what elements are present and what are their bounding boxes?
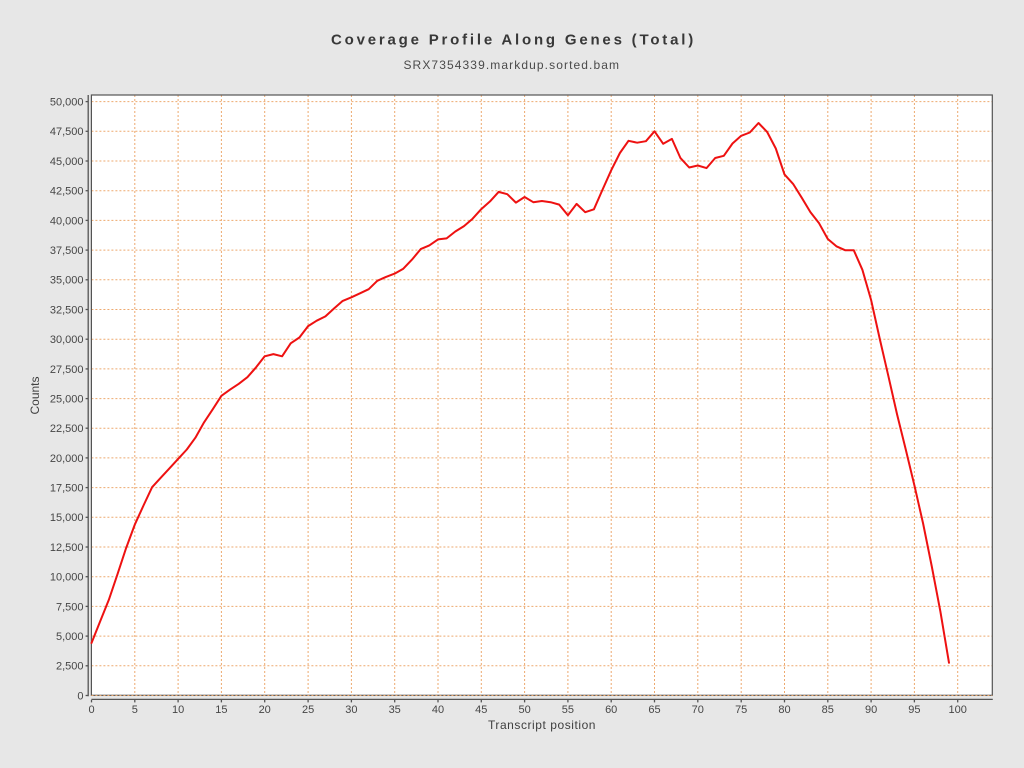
svg-text:15: 15 [215, 704, 227, 716]
svg-text:Transcript position: Transcript position [488, 718, 596, 732]
svg-text:10: 10 [172, 704, 184, 716]
svg-text:70: 70 [692, 704, 704, 716]
svg-text:5,000: 5,000 [56, 631, 84, 643]
svg-text:45,000: 45,000 [50, 156, 84, 168]
svg-text:Coverage Profile Along Genes (: Coverage Profile Along Genes (Total) [331, 32, 696, 49]
svg-text:47,500: 47,500 [50, 126, 84, 138]
svg-text:30,000: 30,000 [50, 334, 84, 346]
svg-text:60: 60 [605, 704, 617, 716]
svg-text:42,500: 42,500 [50, 186, 84, 198]
svg-text:17,500: 17,500 [50, 483, 84, 495]
svg-text:32,500: 32,500 [50, 304, 84, 316]
svg-text:50,000: 50,000 [50, 97, 84, 109]
svg-text:7,500: 7,500 [56, 601, 84, 613]
svg-text:55: 55 [562, 704, 574, 716]
svg-text:12,500: 12,500 [50, 542, 84, 554]
svg-text:20,000: 20,000 [50, 453, 84, 465]
svg-text:75: 75 [735, 704, 747, 716]
svg-text:35: 35 [389, 704, 401, 716]
svg-text:22,500: 22,500 [50, 423, 84, 435]
svg-text:SRX7354339.markdup.sorted.bam: SRX7354339.markdup.sorted.bam [403, 58, 620, 72]
svg-text:30: 30 [345, 704, 357, 716]
svg-text:0: 0 [88, 704, 94, 716]
svg-text:40: 40 [432, 704, 444, 716]
svg-text:27,500: 27,500 [50, 364, 84, 376]
svg-text:10,000: 10,000 [50, 572, 84, 584]
svg-text:95: 95 [908, 704, 920, 716]
svg-text:0: 0 [77, 690, 83, 702]
svg-text:2,500: 2,500 [56, 661, 84, 673]
svg-text:Counts: Counts [28, 376, 42, 414]
svg-text:25,000: 25,000 [50, 393, 84, 405]
svg-text:100: 100 [949, 704, 967, 716]
svg-text:15,000: 15,000 [50, 512, 84, 524]
svg-text:20: 20 [259, 704, 271, 716]
svg-text:80: 80 [778, 704, 790, 716]
svg-text:40,000: 40,000 [50, 215, 84, 227]
svg-text:35,000: 35,000 [50, 275, 84, 287]
svg-text:50: 50 [518, 704, 530, 716]
svg-text:45: 45 [475, 704, 487, 716]
svg-text:37,500: 37,500 [50, 245, 84, 257]
svg-text:85: 85 [822, 704, 834, 716]
svg-text:65: 65 [648, 704, 660, 716]
svg-text:90: 90 [865, 704, 877, 716]
svg-text:25: 25 [302, 704, 314, 716]
svg-text:5: 5 [132, 704, 138, 716]
